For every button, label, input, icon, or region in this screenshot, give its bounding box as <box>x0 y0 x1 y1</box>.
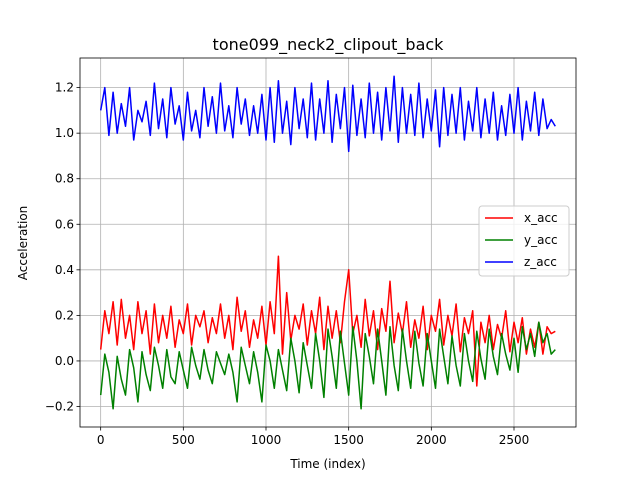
x-tick-label: 0 <box>97 433 105 447</box>
y-tick-label: −0.2 <box>45 400 74 414</box>
x-tick-label: 2000 <box>416 433 447 447</box>
chart-title: tone099_neck2_clipout_back <box>213 35 445 55</box>
y-tick-label: 1.0 <box>55 126 74 140</box>
y-tick-label: 0.8 <box>55 172 74 186</box>
x-axis-label: Time (index) <box>289 457 365 471</box>
series-line-z-acc <box>99 75 556 153</box>
y-tick-label: 0.4 <box>55 263 74 277</box>
legend-box <box>478 205 570 277</box>
x-tick-label: 1500 <box>333 433 364 447</box>
y-tick-label: 0.2 <box>55 308 74 322</box>
y-tick-label: 0.0 <box>55 354 74 368</box>
legend-label-x-acc: x_acc <box>524 211 558 225</box>
axis-ticks: 0 500 1000 1500 2000 2500 −0.2 0.0 0.2 0.4 0.6 0.8 1… <box>45 81 529 447</box>
legend: x_acc y_acc z_acc <box>478 205 570 277</box>
series-line-x-acc <box>99 255 556 387</box>
y-axis-label: Acceleration <box>16 206 30 281</box>
x-tick-label: 2500 <box>499 433 530 447</box>
plot-series <box>99 75 556 410</box>
series-line-y-acc <box>99 321 556 410</box>
x-tick-label: 1000 <box>251 433 282 447</box>
y-tick-label: 0.6 <box>55 217 74 231</box>
x-tick-label: 500 <box>172 433 195 447</box>
legend-label-z-acc: z_acc <box>524 255 557 269</box>
legend-label-y-acc: y_acc <box>524 233 558 247</box>
plot-frame <box>79 57 577 428</box>
y-tick-label: 1.2 <box>55 81 74 95</box>
